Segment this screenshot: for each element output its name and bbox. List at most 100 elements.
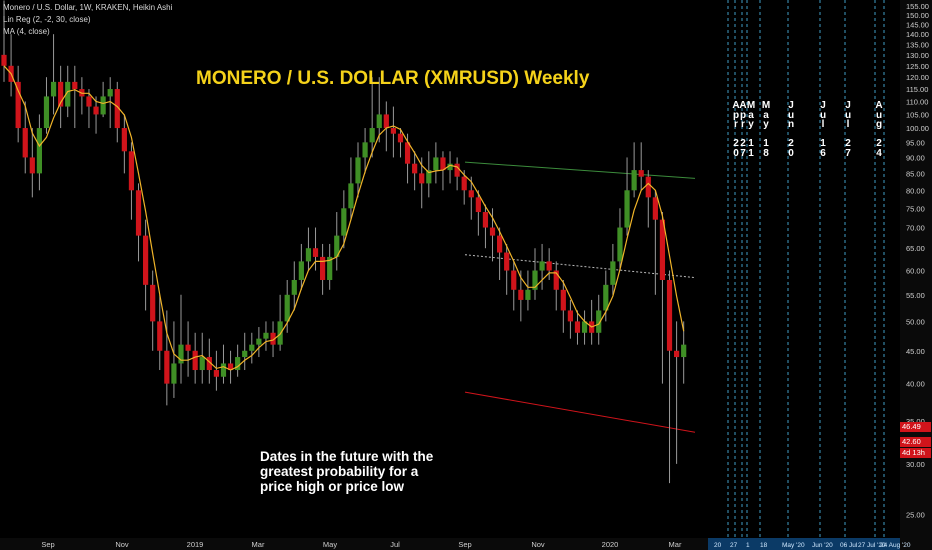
candle-bullish	[284, 294, 290, 322]
future-date-axis-band	[708, 538, 900, 550]
candle-bullish	[525, 289, 531, 300]
candle-bearish	[58, 81, 64, 107]
x-tick-label: May	[323, 540, 337, 549]
candle-bullish	[50, 81, 57, 97]
x-tick-label: Sep	[458, 540, 471, 549]
candle-bearish	[440, 157, 446, 171]
y-tick-label: 85.00	[906, 169, 925, 178]
candle-bearish	[652, 197, 658, 220]
candle-bullish	[171, 363, 177, 384]
candle-bearish	[511, 270, 517, 290]
candle-bearish	[553, 270, 559, 290]
price-axis	[900, 0, 932, 550]
candle-bearish	[312, 248, 319, 257]
legend-ma: MA (4, close)	[3, 27, 50, 36]
linreg-mid-line	[464, 254, 696, 279]
future-date-axis-label: 06 Jul	[840, 542, 858, 549]
future-date-axis-label: 18	[760, 542, 768, 549]
candle-bullish	[348, 183, 354, 209]
future-date-axis-label: May '20	[782, 542, 805, 549]
y-tick-label: 30.00	[906, 460, 925, 469]
future-date-axis-label: 27	[730, 542, 738, 549]
candle-bullish	[249, 344, 255, 351]
candle-bearish	[489, 227, 496, 236]
annotation-line-3: price high or price low	[260, 479, 405, 494]
candle-bullish	[199, 357, 205, 371]
y-tick-label: 100.00	[906, 124, 929, 133]
candle-bearish	[1, 54, 7, 66]
y-tick-label: 50.00	[906, 317, 925, 326]
y-tick-label: 35.00	[906, 417, 925, 426]
candle-bearish	[468, 190, 474, 198]
candle-bearish	[143, 235, 149, 285]
candle-bearish	[206, 357, 212, 371]
legend-symbol: Monero / U.S. Dollar, 1W, KRAKEN, Heikin…	[3, 3, 173, 12]
candle-bearish	[114, 89, 120, 129]
candle-bullish	[581, 321, 588, 333]
candle-bearish	[397, 133, 404, 143]
time-axis	[0, 538, 932, 550]
candle-bearish	[560, 289, 566, 311]
candle-bullish	[617, 227, 623, 262]
candle-bearish	[504, 252, 510, 271]
y-tick-label: 125.00	[906, 62, 929, 71]
candle-bearish	[320, 256, 326, 280]
y-tick-label: 70.00	[906, 224, 925, 233]
y-tick-label: 75.00	[906, 204, 925, 213]
future-date-label: M a y 1 8	[761, 100, 771, 159]
low-price-tag: 42.60	[900, 437, 931, 447]
candle-bullish	[681, 344, 687, 358]
candle-bearish	[121, 128, 127, 152]
y-tick-label: 40.00	[906, 380, 925, 389]
candle-bullish	[256, 338, 262, 345]
candle-bullish	[291, 279, 297, 295]
candle-bullish	[36, 128, 42, 174]
candle-bearish	[128, 151, 135, 191]
candle-bullish	[596, 310, 602, 333]
candle-bullish	[65, 81, 71, 107]
candle-bullish	[426, 170, 432, 184]
candle-bullish	[447, 163, 453, 171]
y-tick-label: 130.00	[906, 51, 929, 60]
future-date-axis-label: 20	[714, 542, 722, 549]
candle-bearish	[270, 332, 276, 345]
candle-bearish	[213, 370, 219, 377]
future-date-axis-label: 24 Aug '20	[880, 542, 911, 549]
linreg-lower-line	[464, 391, 696, 433]
candle-bearish	[390, 128, 396, 134]
candle-bullish	[100, 96, 106, 115]
future-date-label: J u n 2 0	[787, 100, 795, 159]
x-tick-label: 2020	[602, 540, 619, 549]
candle-bearish	[659, 219, 666, 280]
x-tick-label: Mar	[669, 540, 682, 549]
candle-bullish	[107, 89, 113, 97]
candle-bearish	[185, 344, 191, 351]
candle-bearish	[666, 279, 673, 351]
candle-bullish	[341, 208, 347, 236]
y-tick-label: 65.00	[906, 244, 925, 253]
candle-bullish	[532, 270, 538, 290]
candle-bearish	[412, 163, 418, 174]
candle-bearish	[15, 81, 21, 129]
candle-bearish	[227, 363, 234, 371]
candle-bearish	[135, 190, 142, 236]
x-tick-label: Jul	[390, 540, 400, 549]
candle-bearish	[419, 173, 425, 184]
candle-bearish	[461, 176, 467, 191]
x-tick-label: Sep	[41, 540, 54, 549]
annotation-line-2: greatest probability for a	[260, 464, 419, 479]
candle-bullish	[235, 357, 241, 371]
y-tick-label: 145.00	[906, 20, 929, 29]
future-date-label: A p r 2 0	[732, 100, 740, 159]
candle-bearish	[29, 157, 35, 174]
candle-bearish	[454, 163, 460, 177]
candle-bearish	[157, 321, 163, 351]
y-tick-label: 110.00	[906, 97, 928, 106]
future-date-axis-label: Jun '20	[812, 542, 833, 549]
candle-bearish	[482, 212, 489, 228]
candle-bullish	[624, 190, 630, 228]
linreg-upper-line	[464, 161, 696, 179]
y-tick-label: 155.00	[906, 2, 929, 11]
candle-bullish	[334, 235, 340, 257]
